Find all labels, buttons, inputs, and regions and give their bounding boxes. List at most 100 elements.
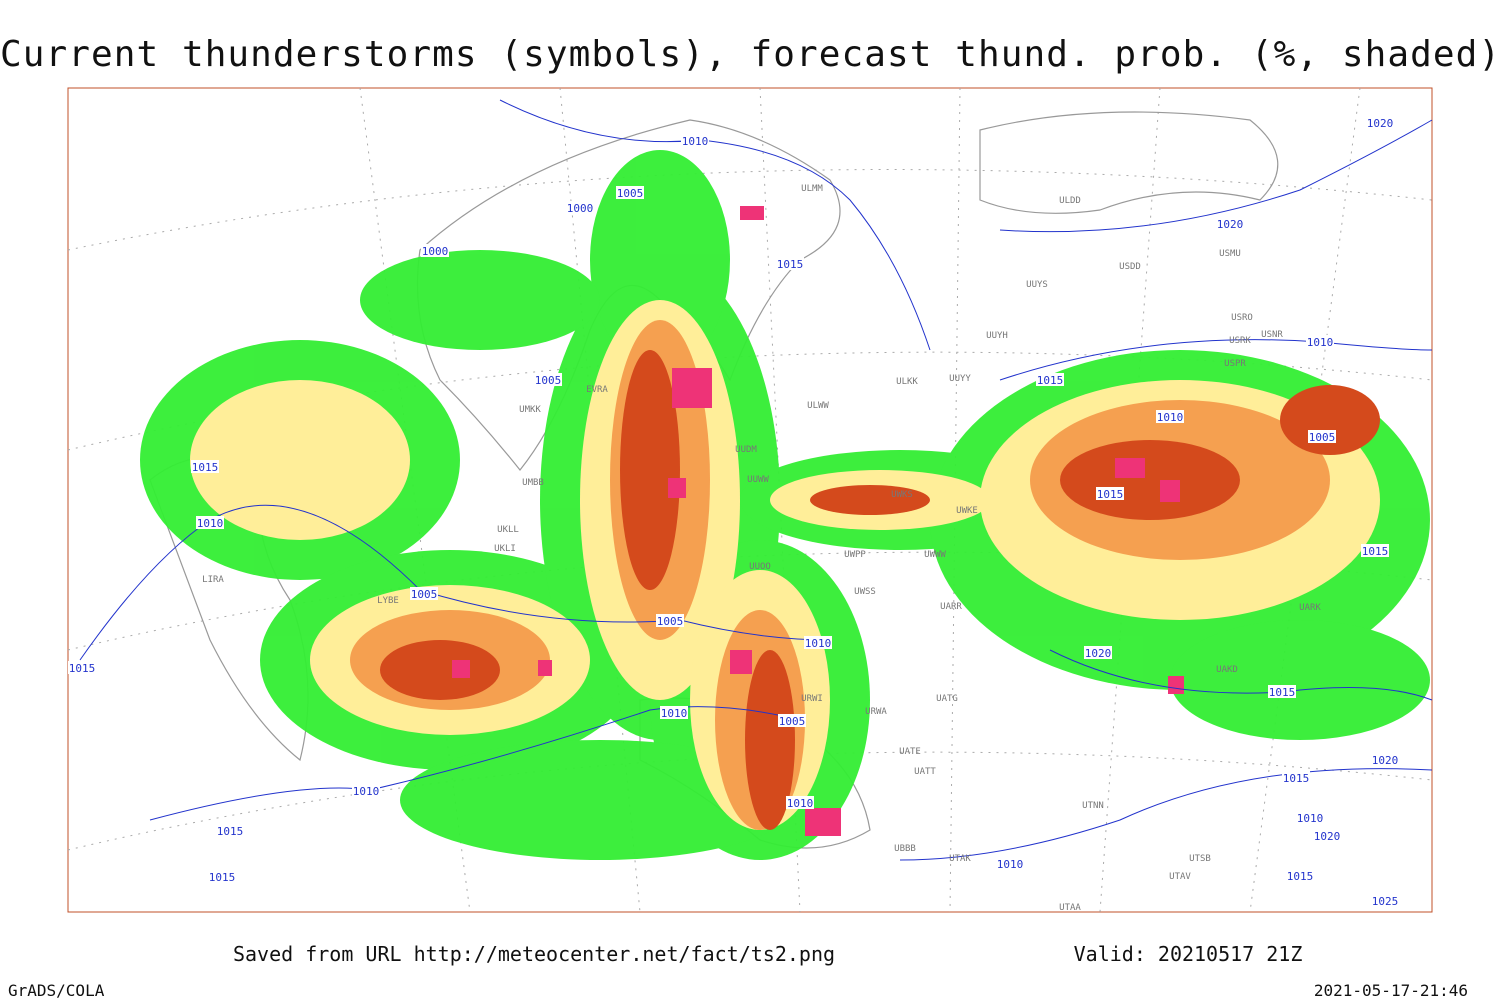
isobar-label-bg bbox=[1282, 771, 1310, 784]
isobar-label-bg bbox=[1371, 753, 1399, 766]
timestamp: 2021-05-17-21:46 bbox=[1314, 981, 1468, 1000]
isobar-label: 1000 bbox=[567, 202, 594, 215]
isobar-label-bg bbox=[660, 706, 688, 719]
isobar-label: 1015 bbox=[209, 871, 236, 884]
station-label: UWKE bbox=[956, 506, 978, 516]
station-label: LYBE bbox=[377, 596, 399, 606]
isobar-label: 1015 bbox=[217, 825, 244, 838]
station-label: UAKD bbox=[1216, 665, 1238, 675]
isobar-label-bg bbox=[776, 257, 804, 270]
isobar-label: 1010 bbox=[353, 785, 380, 798]
isobar-label-bg bbox=[352, 784, 380, 797]
title: Current thunderstorms (symbols), forecas… bbox=[0, 34, 1500, 75]
station-label: UMBB bbox=[522, 478, 544, 488]
map-area: 1010 1005 1000 1000 1015 1020 1020 1010 1015 1010… bbox=[67, 87, 1433, 913]
isobar-label: 1010 bbox=[1307, 336, 1334, 349]
isobar-label-bg bbox=[1156, 410, 1184, 423]
software: GrADS/COLA bbox=[8, 981, 105, 1000]
isobar-label-bg bbox=[681, 134, 709, 147]
isobar-label: 1015 bbox=[192, 461, 219, 474]
station-label: USPR bbox=[1224, 359, 1246, 369]
isobar-label-bg bbox=[778, 714, 806, 727]
station-label: UMKK bbox=[519, 405, 541, 415]
station-label: UARR bbox=[940, 602, 962, 612]
station-label: UATG bbox=[936, 694, 958, 704]
station-label: UTAK bbox=[949, 854, 971, 864]
isobar-label-bg bbox=[656, 614, 684, 627]
isobar-label: 1015 bbox=[69, 662, 96, 675]
station-label: UTSB bbox=[1189, 854, 1211, 864]
isobar-label: 1015 bbox=[1269, 686, 1296, 699]
isobar-label: 1025 bbox=[1372, 895, 1399, 908]
station-label: ULWW bbox=[807, 401, 829, 411]
isobar-label-bg bbox=[191, 460, 219, 473]
isobar-label-bg bbox=[566, 201, 594, 214]
station-label: UKLL bbox=[497, 525, 519, 535]
isobar-label: 1010 bbox=[1157, 411, 1184, 424]
isobar-label: 1005 bbox=[617, 187, 644, 200]
station-label: UUOO bbox=[749, 562, 771, 572]
isobar-label-bg bbox=[786, 796, 814, 809]
station-label: UTAV bbox=[1169, 872, 1191, 882]
isobar-label: 1005 bbox=[411, 588, 438, 601]
station-label: UTNN bbox=[1082, 801, 1104, 811]
station-label: UUYH bbox=[986, 331, 1008, 341]
isobar-label-bg bbox=[208, 870, 236, 883]
isobar-label: 1005 bbox=[1309, 431, 1336, 444]
isobar-label: 1010 bbox=[1297, 812, 1324, 825]
station-labels: ULMM ULDD USDD USMU UUYS USRO USRK USNR USPR UUYH… bbox=[202, 184, 1321, 913]
isobar-label: 1010 bbox=[997, 858, 1024, 871]
station-label: UWWW bbox=[924, 550, 946, 560]
isobar-labels: 1010 1005 1000 1000 1015 1020 1020 1010 1015 1010… bbox=[68, 116, 1399, 908]
valid-time: Valid: 20210517 21Z bbox=[1074, 942, 1303, 966]
isobar-label-bg bbox=[1296, 811, 1324, 824]
isobar-label-bg bbox=[196, 516, 224, 529]
station-label: UUYS bbox=[1026, 280, 1048, 290]
isobar-label: 1005 bbox=[779, 715, 806, 728]
isobar-label-bg bbox=[1036, 373, 1064, 386]
isobar-label-bg bbox=[1096, 487, 1124, 500]
isobar-label-bg bbox=[616, 186, 644, 199]
isobar-label: 1015 bbox=[1283, 772, 1310, 785]
isobar-label-bg bbox=[1268, 685, 1296, 698]
isobar-label-bg bbox=[421, 244, 449, 257]
station-label: UUYY bbox=[949, 374, 971, 384]
station-label: UKLI bbox=[494, 544, 516, 554]
station-label: USDD bbox=[1119, 262, 1141, 272]
station-label: USMU bbox=[1219, 249, 1241, 259]
station-label: USNR bbox=[1261, 330, 1283, 340]
station-label: LIRA bbox=[202, 575, 224, 585]
isobar-label: 1020 bbox=[1372, 754, 1399, 767]
isobar-label: 1010 bbox=[682, 135, 709, 148]
isobar-label-bg bbox=[1313, 829, 1341, 842]
isobar-label-bg bbox=[1308, 430, 1336, 443]
station-label: USRO bbox=[1231, 313, 1253, 323]
source-url: Saved from URL http://meteocenter.net/fa… bbox=[233, 942, 835, 966]
isobar-label-bg bbox=[1084, 646, 1112, 659]
isobar-label: 1015 bbox=[1287, 870, 1314, 883]
station-label: UARK bbox=[1299, 603, 1321, 613]
station-label: UATE bbox=[899, 747, 921, 757]
station-label: URWA bbox=[865, 707, 887, 717]
isobar-label-bg bbox=[1216, 217, 1244, 230]
isobar-label: 1015 bbox=[1362, 545, 1389, 558]
station-label: ULMM bbox=[801, 184, 823, 194]
isobar-label: 1015 bbox=[1037, 374, 1064, 387]
isobar-label: 1005 bbox=[657, 615, 684, 628]
isobar-label: 1020 bbox=[1085, 647, 1112, 660]
isobar-label-bg bbox=[410, 587, 438, 600]
station-label: UTAA bbox=[1059, 903, 1081, 913]
station-label: USRK bbox=[1229, 336, 1251, 346]
isobar-label-bg bbox=[68, 661, 96, 674]
isobar-label: 1005 bbox=[535, 374, 562, 387]
isobar-label-bg bbox=[804, 636, 832, 649]
isobar-label: 1010 bbox=[661, 707, 688, 720]
station-label: UBBB bbox=[894, 844, 916, 854]
station-label: UATT bbox=[914, 767, 936, 777]
isobar-label-bg bbox=[1366, 116, 1394, 129]
isobar-label: 1020 bbox=[1314, 830, 1341, 843]
storm-symbols bbox=[452, 206, 1184, 836]
isobar-label: 1015 bbox=[777, 258, 804, 271]
isobar-label-bg bbox=[996, 857, 1024, 870]
